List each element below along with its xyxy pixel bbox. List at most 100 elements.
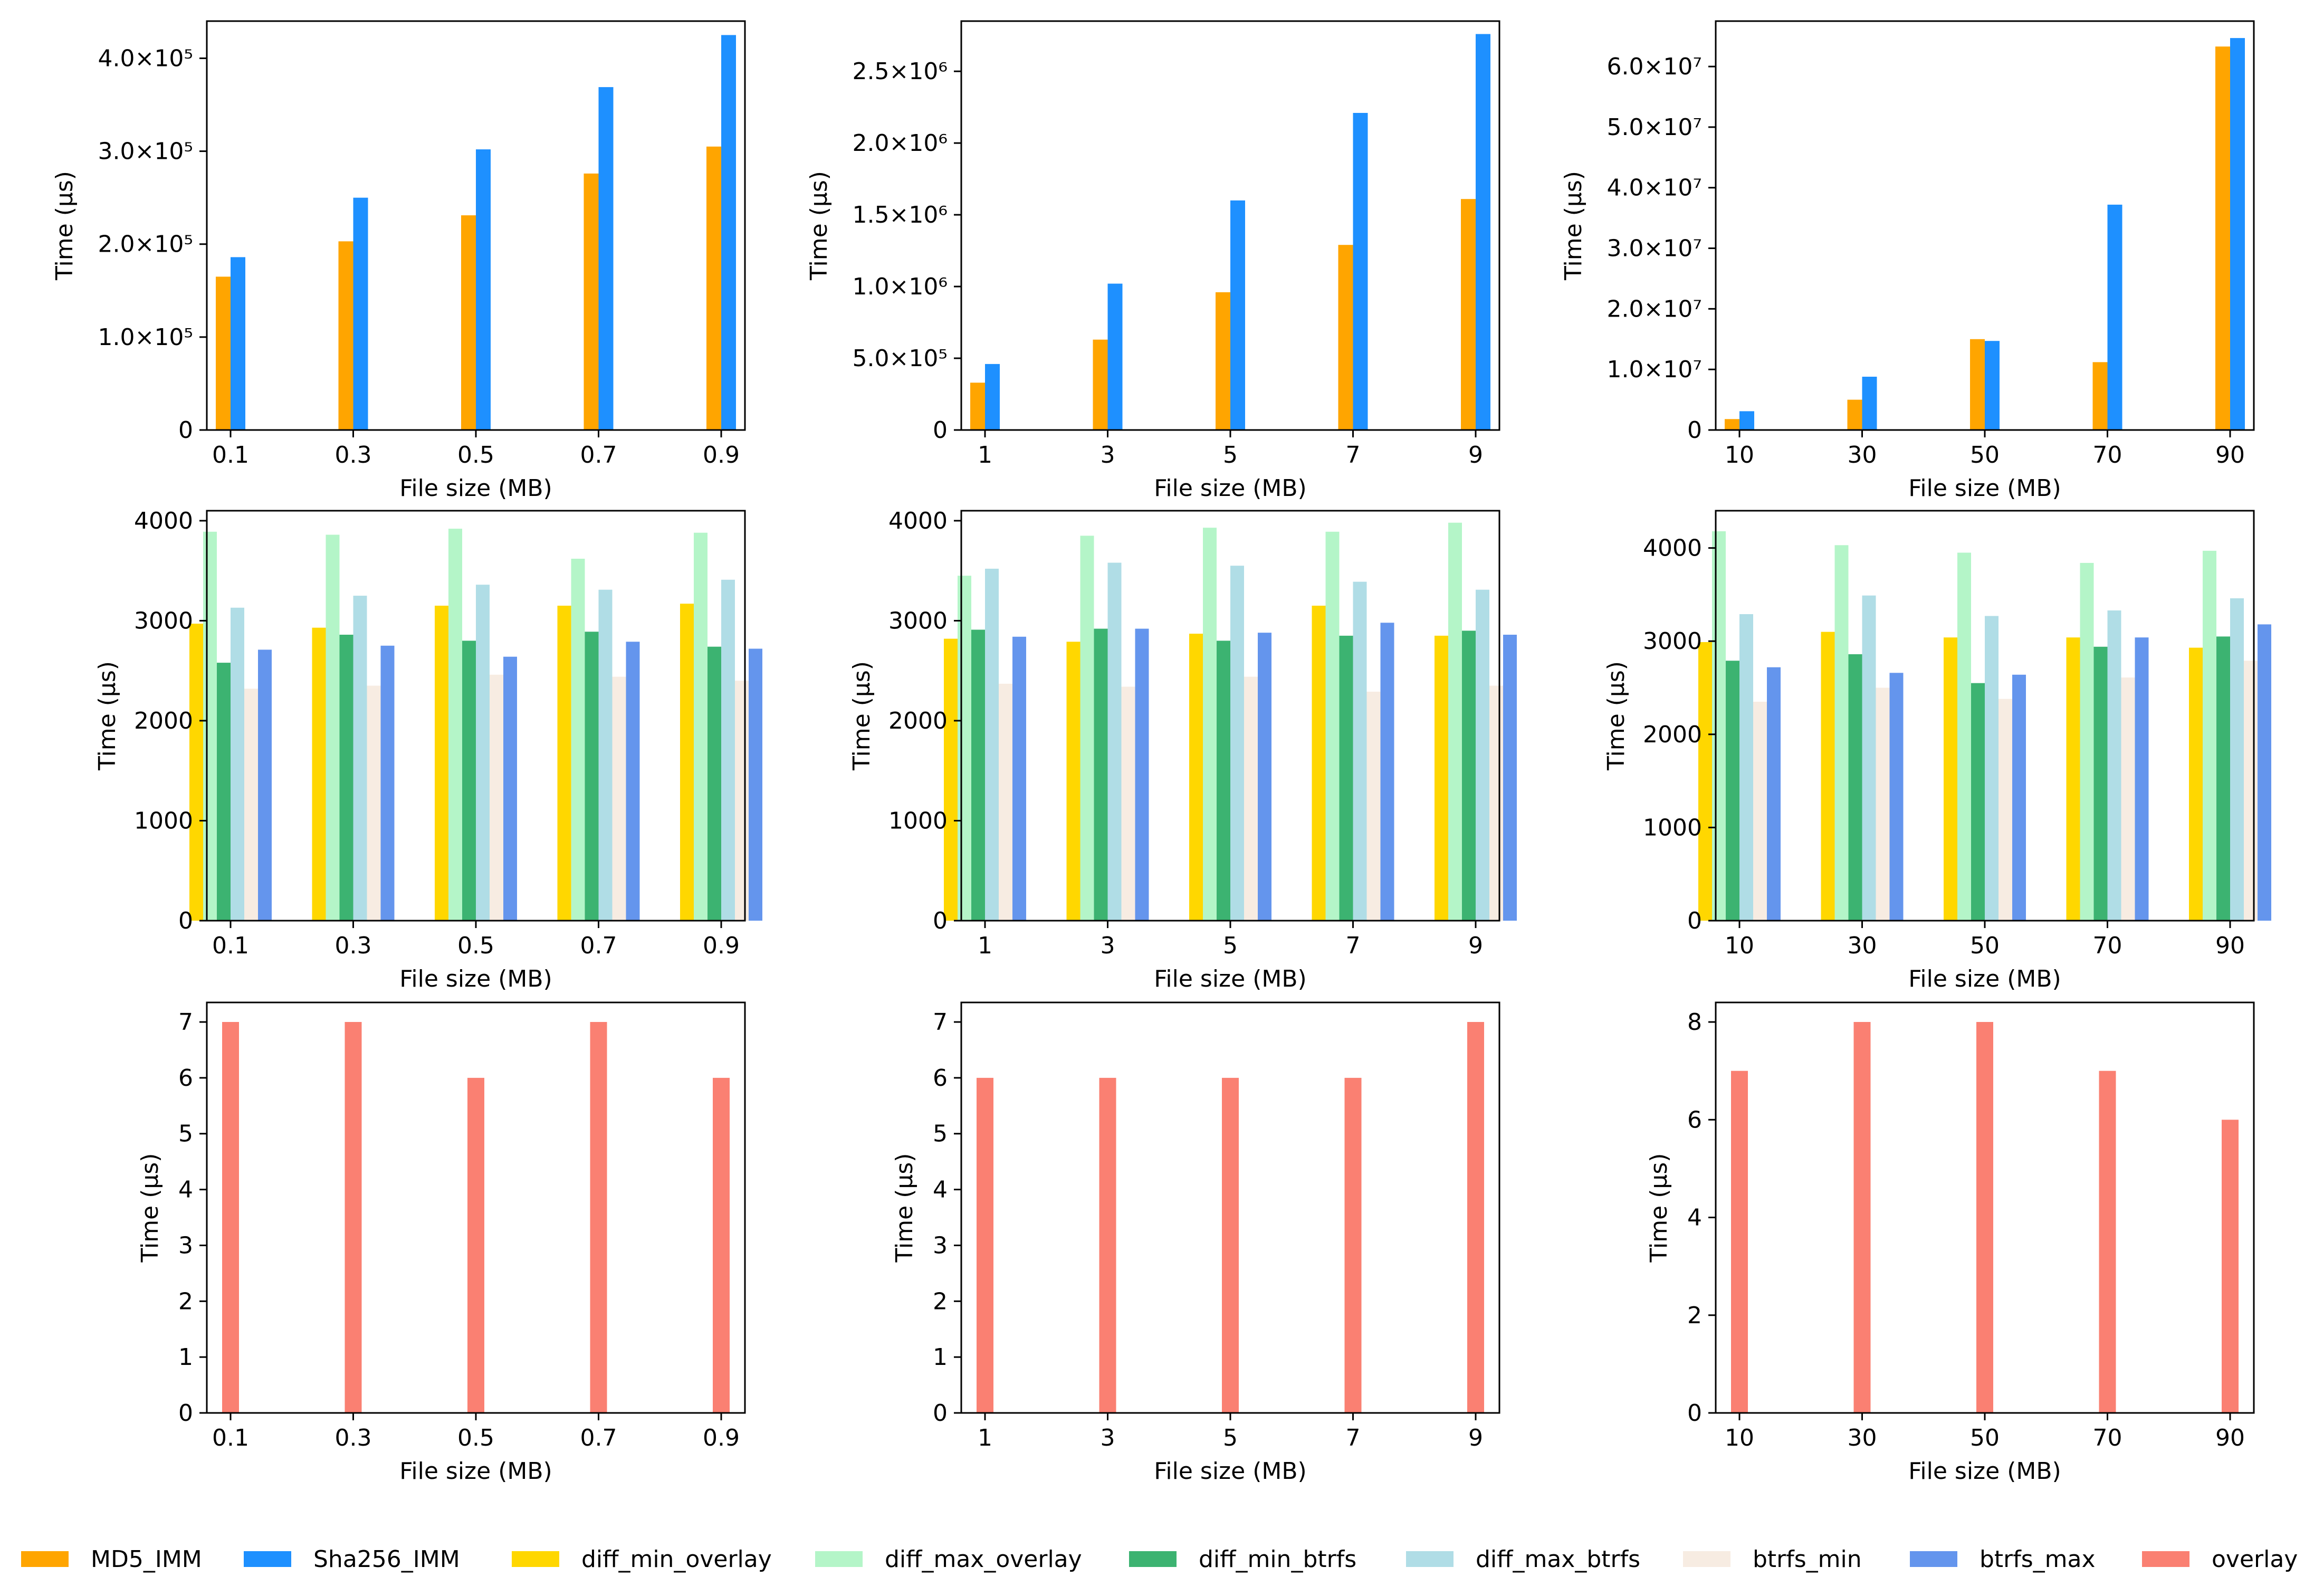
legend-swatch-diff-min-overlay xyxy=(512,1551,559,1567)
y-axis-label: Time (μs) xyxy=(1646,1153,1672,1263)
bar-diff-max-btrfs-10 xyxy=(1739,614,1753,921)
bar-btrfs-max-70 xyxy=(2135,637,2149,921)
legend-label-btrfs-min: btrfs_min xyxy=(1753,1545,1862,1573)
bar-diff-max-btrfs-70 xyxy=(2107,610,2121,921)
y-tick-label: 2000 xyxy=(134,708,193,734)
y-tick-label: 5.0×10⁵ xyxy=(853,345,948,372)
bar-overlay-0-9 xyxy=(713,1077,730,1413)
y-axis-label: Time (μs) xyxy=(848,661,875,771)
bar-btrfs-min-5 xyxy=(1244,676,1258,921)
bar-md5-imm-90 xyxy=(2215,46,2230,430)
x-tick-label: 3 xyxy=(1101,442,1115,469)
x-tick-label: 0.3 xyxy=(335,1425,372,1451)
chart-panel-row2-col1: 0.1 0.3 0.5 0.7 0.9 0 1000 2000 3000 4000 File siz… xyxy=(94,508,762,992)
y-tick-label: 1.0×10⁷ xyxy=(1607,356,1702,383)
bar-diff-max-btrfs-1 xyxy=(985,568,999,921)
x-tick-label: 0.7 xyxy=(580,932,617,959)
x-tick-label: 0.5 xyxy=(457,932,494,959)
y-tick-label: 4.0×10⁵ xyxy=(98,45,193,72)
bar-diff-min-overlay-50 xyxy=(1944,637,1957,921)
legend-item-md5-imm: MD5_IMM xyxy=(21,1545,202,1573)
bar-diff-max-btrfs-9 xyxy=(1476,589,1489,921)
y-tick-label: 6.0×10⁷ xyxy=(1607,53,1702,80)
bar-overlay-90 xyxy=(2222,1120,2239,1413)
bar-diff-max-btrfs-5 xyxy=(1230,566,1244,921)
x-axis-label: File size (MB) xyxy=(1908,475,2061,502)
bar-btrfs-min-1 xyxy=(999,683,1012,921)
bar-btrfs-min-30 xyxy=(1876,687,1890,921)
bar-btrfs-max-5 xyxy=(1258,633,1271,921)
bar-diff-min-btrfs-10 xyxy=(1726,661,1739,921)
y-tick-label: 1.5×10⁶ xyxy=(853,202,948,228)
y-axis-label: Time (μs) xyxy=(94,661,121,771)
x-tick-label: 0.7 xyxy=(580,442,617,469)
x-tick-label: 0.3 xyxy=(335,442,372,469)
x-tick-label: 0.9 xyxy=(703,932,740,959)
y-tick-label: 3000 xyxy=(888,607,948,634)
x-axis-label: File size (MB) xyxy=(399,1458,552,1485)
bar-diff-min-overlay-9 xyxy=(1435,635,1448,921)
x-tick-label: 0.7 xyxy=(580,1425,617,1451)
bar-sha256-imm-1 xyxy=(985,364,1000,430)
y-tick-label: 4000 xyxy=(134,508,193,534)
bar-diff-min-btrfs-5 xyxy=(1217,641,1230,921)
bar-overlay-0-7 xyxy=(590,1022,607,1413)
y-tick-label: 0 xyxy=(1687,907,1702,934)
y-tick-label: 0 xyxy=(933,1400,948,1427)
y-tick-label: 6 xyxy=(178,1065,193,1092)
y-tick-label: 0 xyxy=(1687,417,1702,444)
legend-label-overlay: overlay xyxy=(2212,1545,2298,1573)
legend-label-md5-imm: MD5_IMM xyxy=(91,1545,202,1573)
x-tick-label: 9 xyxy=(1468,442,1483,469)
bar-overlay-0-1 xyxy=(222,1022,239,1413)
bar-diff-min-overlay-0-5 xyxy=(435,606,448,921)
legend-swatch-btrfs-max xyxy=(1910,1551,1957,1567)
chart-panel-row3-col2: 1 3 5 7 9 0 1 2 3 4 5 6 7 File size (MB) Time (μs) xyxy=(891,1001,1500,1485)
bar-diff-max-btrfs-0-5 xyxy=(476,585,490,921)
legend-label-diff-min-btrfs: diff_min_btrfs xyxy=(1199,1545,1357,1573)
legend-item-diff-min-btrfs: diff_min_btrfs xyxy=(1129,1545,1357,1573)
legend-label-diff-max-btrfs: diff_max_btrfs xyxy=(1476,1545,1641,1573)
bar-diff-min-btrfs-90 xyxy=(2216,636,2230,921)
x-tick-label: 1 xyxy=(978,442,992,469)
bar-diff-min-overlay-90 xyxy=(2189,647,2203,921)
legend-item-diff-max-btrfs: diff_max_btrfs xyxy=(1406,1545,1641,1573)
x-tick-label: 1 xyxy=(978,932,992,959)
bar-diff-max-overlay-0-3 xyxy=(326,534,340,921)
y-tick-label: 3000 xyxy=(134,607,193,634)
legend-swatch-overlay xyxy=(2142,1551,2189,1567)
bar-diff-max-overlay-90 xyxy=(2203,550,2216,921)
legend-swatch-sha256-imm xyxy=(244,1551,291,1567)
y-tick-label: 6 xyxy=(933,1065,948,1092)
bar-diff-max-overlay-5 xyxy=(1203,528,1217,921)
y-tick-label: 2000 xyxy=(1643,721,1702,748)
x-tick-label: 70 xyxy=(2093,442,2122,469)
bar-md5-imm-7 xyxy=(1338,245,1353,430)
y-tick-label: 0 xyxy=(933,417,948,444)
bar-sha256-imm-90 xyxy=(2230,38,2245,431)
bar-diff-max-overlay-0-9 xyxy=(694,532,707,921)
bar-overlay-9 xyxy=(1467,1022,1484,1413)
bar-diff-min-btrfs-0-7 xyxy=(585,632,599,921)
bar-diff-min-btrfs-0-1 xyxy=(217,663,231,921)
bar-btrfs-max-0-3 xyxy=(380,645,395,921)
bar-overlay-3 xyxy=(1099,1077,1116,1413)
bar-sha256-imm-0-1 xyxy=(231,257,245,430)
bar-diff-min-overlay-5 xyxy=(1189,634,1203,921)
y-tick-label: 3000 xyxy=(1643,628,1702,655)
y-tick-label: 2.0×10⁵ xyxy=(98,231,193,258)
bar-diff-min-overlay-0-1 xyxy=(189,624,203,921)
y-tick-label: 2 xyxy=(178,1288,193,1315)
x-axis-label: File size (MB) xyxy=(399,966,552,992)
x-tick-label: 50 xyxy=(1970,442,2000,469)
bar-md5-imm-0-3 xyxy=(338,241,353,430)
y-tick-label: 4 xyxy=(1687,1205,1702,1231)
bar-md5-imm-0-5 xyxy=(461,215,476,430)
bar-sha256-imm-30 xyxy=(1862,377,1877,430)
y-tick-label: 4.0×10⁷ xyxy=(1607,175,1702,202)
x-tick-label: 7 xyxy=(1346,1425,1361,1451)
y-tick-label: 0 xyxy=(933,907,948,934)
bar-md5-imm-9 xyxy=(1461,199,1476,430)
bar-sha256-imm-10 xyxy=(1739,411,1754,430)
bar-overlay-10 xyxy=(1731,1071,1748,1413)
